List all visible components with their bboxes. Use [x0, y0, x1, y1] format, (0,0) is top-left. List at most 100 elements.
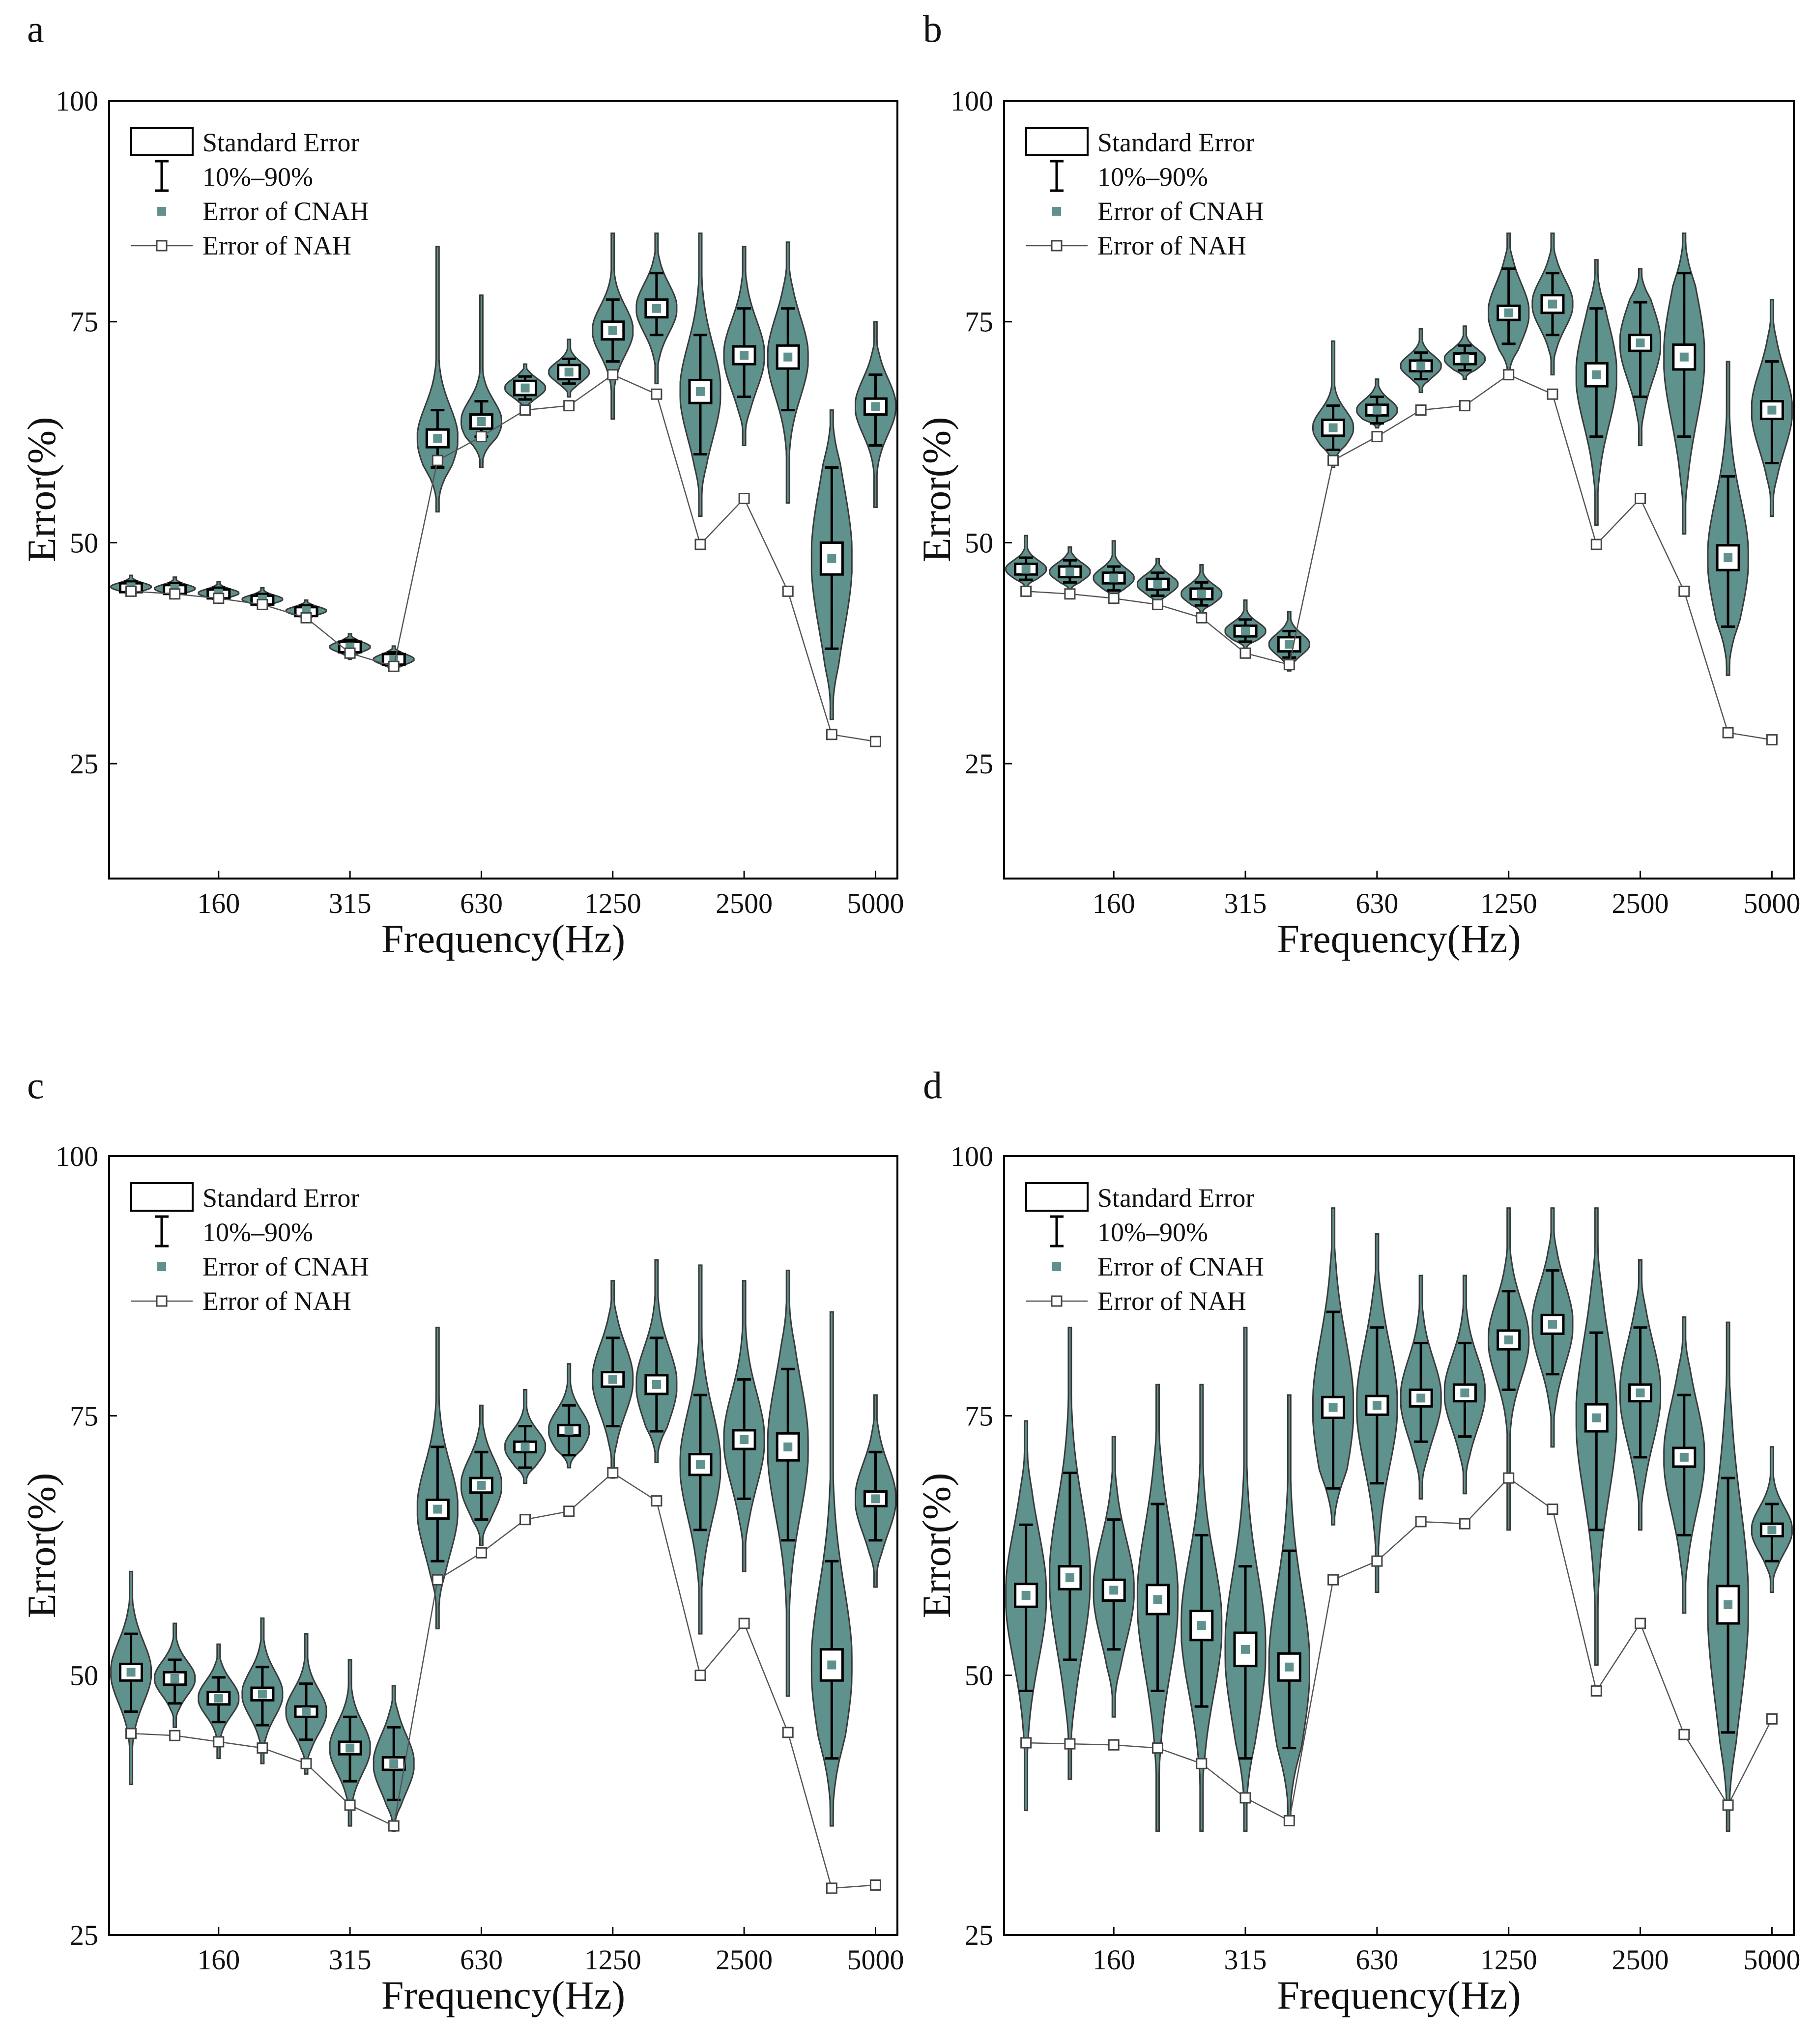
legend-symbol-box [130, 1182, 194, 1212]
cnah-mean-point [1241, 626, 1250, 636]
nah-point [826, 1882, 837, 1894]
cnah-mean-point [1767, 405, 1777, 415]
x-tick-label: 315 [329, 887, 372, 919]
cnah-mean-point [1548, 299, 1557, 309]
y-axis-title: Error(%) [914, 417, 959, 563]
cnah-mean-point [871, 1494, 880, 1504]
nah-point [1766, 734, 1778, 746]
nah-point [1722, 1799, 1734, 1811]
x-tick-label: 5000 [1743, 887, 1800, 919]
x-tick-label: 2500 [716, 1944, 773, 1976]
x-tick-label: 160 [197, 887, 240, 919]
cnah-mean-point [1109, 573, 1119, 583]
nah-point [257, 598, 268, 610]
cnah-mean-point [696, 1460, 705, 1469]
legend-label: Standard Error [1097, 1183, 1254, 1213]
nah-point [1108, 1739, 1120, 1751]
cnah-mean-point [126, 1668, 136, 1677]
y-tick-label: 100 [950, 85, 993, 117]
nah-point [388, 1820, 400, 1832]
x-tick-label: 630 [460, 887, 503, 919]
se-box [644, 1374, 669, 1395]
nah-point [1152, 1742, 1163, 1754]
cnah-mean-point [1592, 370, 1601, 379]
y-tick-label: 25 [965, 1919, 993, 1951]
nah-point [651, 1495, 662, 1507]
nah-point [1547, 388, 1558, 400]
cnah-mean-point [1416, 361, 1426, 370]
nah-line [131, 374, 876, 742]
cnah-mean-point [1153, 1595, 1162, 1604]
panel-letter: b [923, 7, 942, 50]
cnah-mean-point [1592, 1413, 1601, 1422]
legend-symbol-nah-point [156, 240, 168, 252]
chart-panel-a: a 25 50 75 100 160 315 630 1250 2500 5000 Frequency… [19, 7, 904, 961]
se-box [1672, 1447, 1697, 1468]
cnah-mean-point [1636, 338, 1645, 347]
cnah-mean-point [1197, 1621, 1206, 1630]
cnah-mean-point [1372, 405, 1382, 415]
x-tick-label: 160 [1093, 887, 1135, 919]
plot-frame [108, 100, 898, 880]
x-tick-label: 315 [1224, 1944, 1267, 1976]
legend-label: Error of NAH [202, 231, 351, 260]
nah-point [1590, 1685, 1602, 1697]
legend-label: Standard Error [202, 128, 359, 157]
nah-point [651, 388, 662, 400]
y-tick-label: 75 [70, 1400, 98, 1432]
cnah-mean-point [871, 402, 880, 411]
cnah-mean-point [1021, 565, 1031, 574]
x-tick-label: 1250 [1480, 1944, 1537, 1976]
cnah-mean-point [389, 1759, 399, 1768]
cnah-mean-point [1021, 1590, 1031, 1600]
legend-label: Error of NAH [1097, 231, 1246, 260]
legend-label: 10%–90% [202, 162, 313, 192]
nah-point [1064, 1738, 1076, 1750]
nah-point [869, 1879, 881, 1891]
nah-point [519, 1514, 531, 1526]
nah-point [1678, 1729, 1690, 1740]
cnah-mean-point [1504, 1335, 1513, 1345]
legend-symbol-cnah [1052, 207, 1061, 216]
cnah-mean-point [1679, 352, 1689, 362]
cnah-mean-point [1197, 589, 1206, 598]
y-tick-label: 50 [965, 1660, 993, 1692]
nah-point [213, 593, 225, 604]
cnah-mean-point [1241, 1645, 1250, 1654]
panel-letter: d [923, 1064, 942, 1107]
x-axis-title: Frequency(Hz) [1277, 916, 1521, 961]
nah-point [213, 1736, 225, 1748]
cnah-mean-point [214, 1694, 223, 1703]
cnah-mean-point [1724, 1600, 1733, 1609]
cnah-mean-point [783, 1442, 793, 1451]
cnah-mean-point [740, 351, 749, 360]
x-tick-label: 5000 [847, 887, 904, 919]
nah-point [1239, 647, 1251, 659]
x-tick-label: 5000 [1743, 1944, 1800, 1976]
legend-symbol-cnah [157, 207, 166, 216]
nah-point [1283, 659, 1295, 671]
y-tick-label: 25 [70, 748, 98, 780]
cnah-mean-point [1636, 1388, 1645, 1397]
legend-label: Error of NAH [1097, 1286, 1246, 1316]
cnah-mean-point [1504, 308, 1513, 317]
x-tick-label: 2500 [716, 887, 773, 919]
nah-point [1020, 585, 1032, 597]
y-tick-label: 50 [70, 527, 98, 559]
y-tick-label: 25 [70, 1919, 98, 1951]
cnah-mean-point [1767, 1525, 1777, 1534]
nah-point [1196, 1758, 1208, 1769]
legend-label: Standard Error [202, 1183, 359, 1213]
nah-point [475, 431, 487, 443]
nah-point [1635, 492, 1646, 504]
panel-letter: a [27, 7, 44, 50]
cnah-mean-point [302, 1707, 311, 1716]
cnah-mean-point [1328, 1403, 1338, 1412]
legend-label: 10%–90% [1097, 1218, 1208, 1247]
nah-point [1415, 404, 1427, 416]
legend-symbol-nah-point [1051, 240, 1063, 252]
legend-label: 10%–90% [202, 1218, 313, 1247]
cnah-mean-point [258, 1689, 267, 1699]
y-axis-title: Error(%) [19, 1473, 64, 1618]
nah-point [125, 585, 137, 597]
